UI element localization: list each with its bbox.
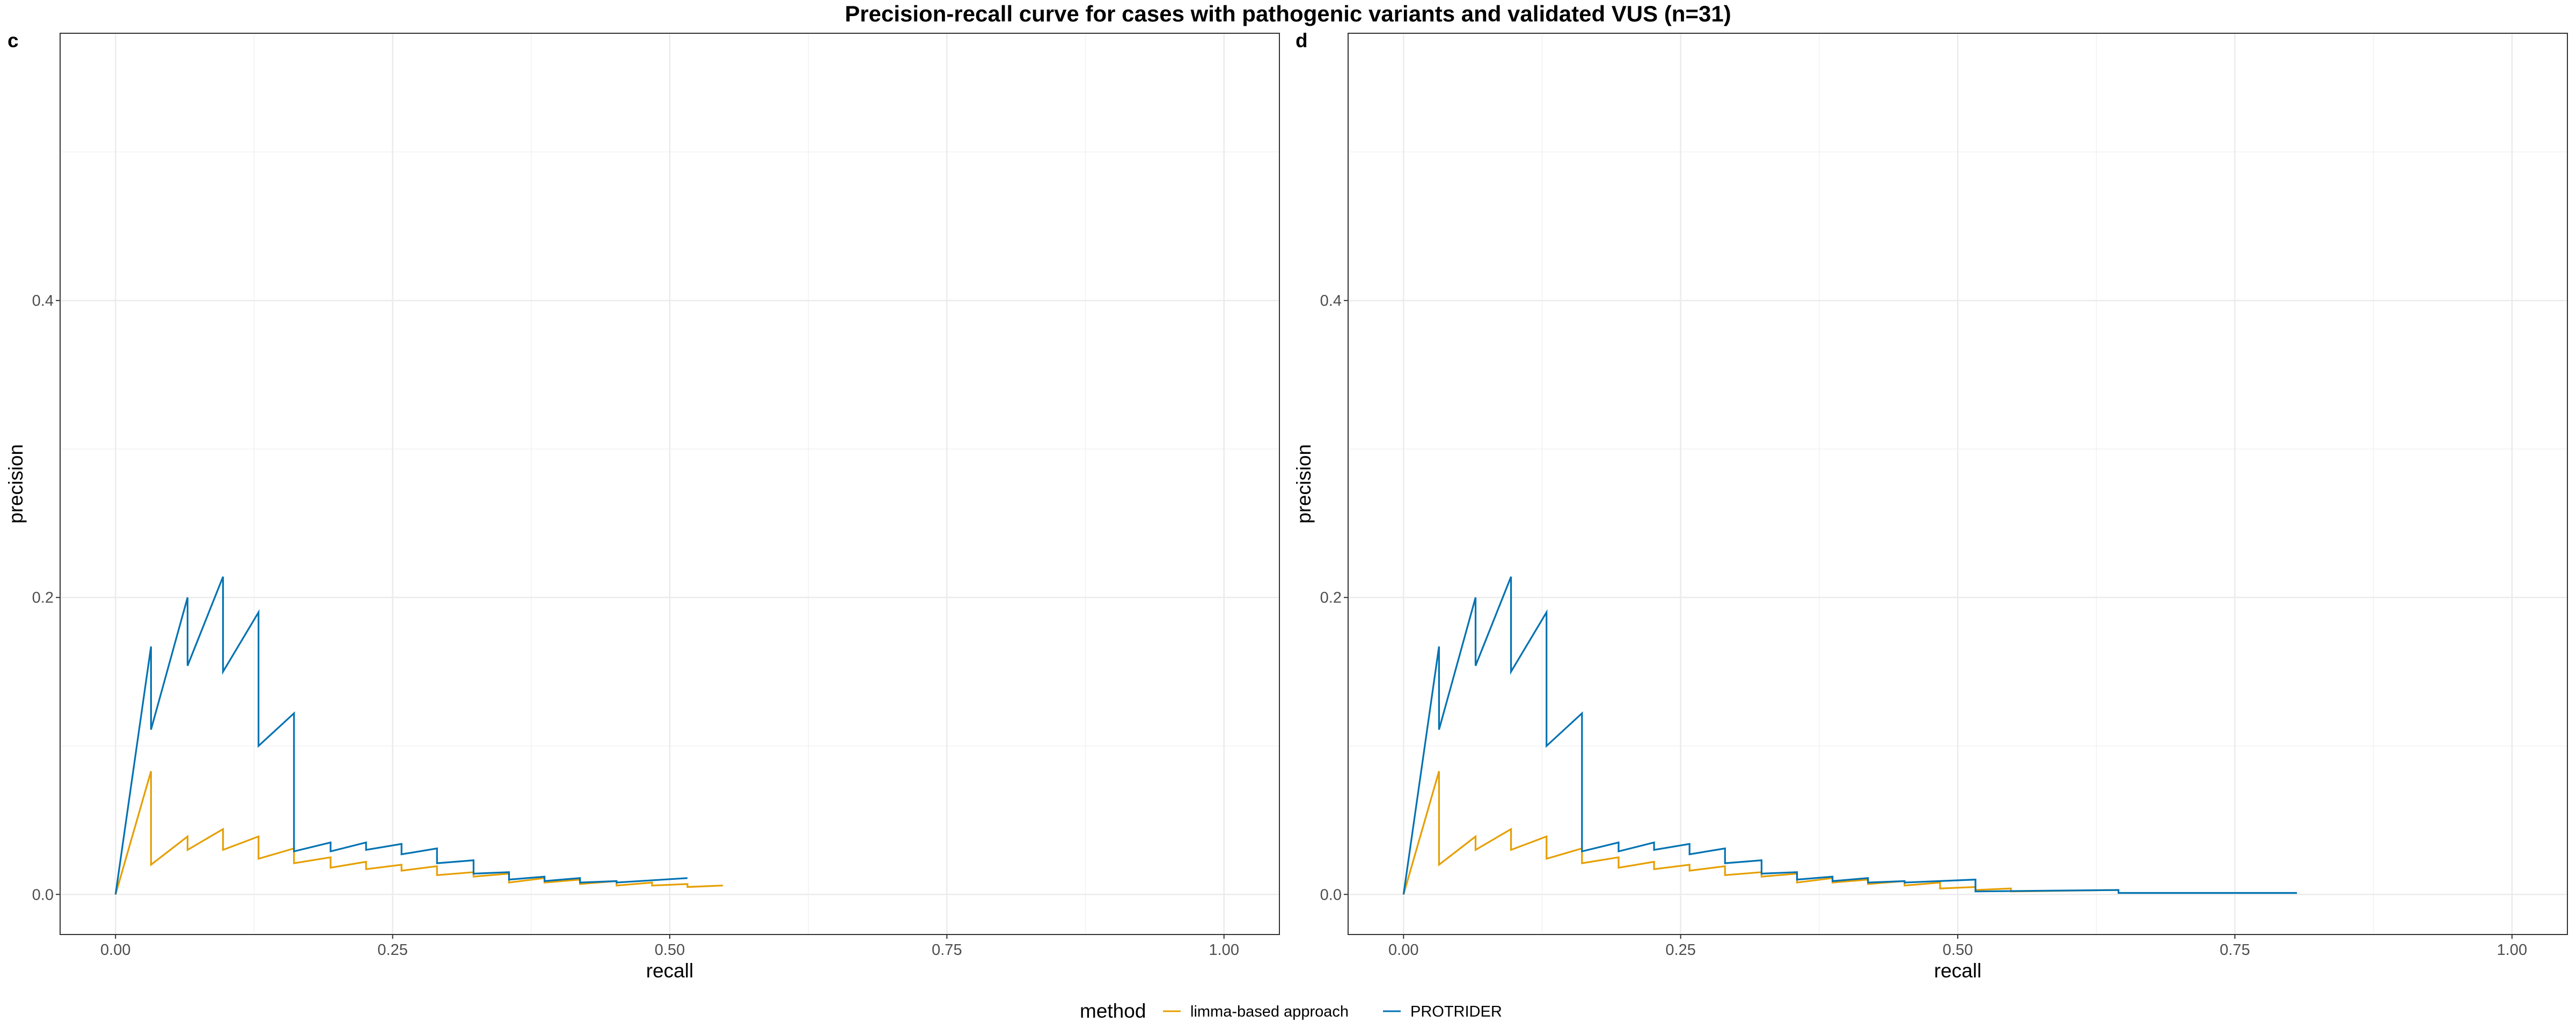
y-tick-label: 0.4 — [32, 292, 54, 310]
x-axis-title: recall — [1934, 960, 1981, 982]
panel-tag: c — [8, 30, 19, 52]
series-line-limma-based-approach — [1402, 771, 2119, 895]
legend-title: method — [1080, 1000, 1146, 1022]
x-tick-label: 0.50 — [1943, 941, 1973, 959]
x-tick-label: 1.00 — [2497, 941, 2527, 959]
y-tick-label: 0.0 — [32, 886, 54, 903]
series-line-protrider — [114, 576, 688, 895]
panel-c: 0.00 0.25 0.50 0.75 1.00 0.0 0.2 0.4 recall preci… — [5, 30, 1280, 982]
x-tick-label: 0.75 — [932, 941, 962, 959]
legend-label-protrider: PROTRIDER — [1410, 1003, 1502, 1020]
y-tick-label: 0.2 — [32, 590, 54, 607]
panels: 0.00 0.25 0.50 0.75 1.00 0.0 0.2 0.4 recall preci… — [5, 30, 2568, 982]
x-tick-label: 0.75 — [2220, 941, 2250, 959]
y-axis-title: precision — [5, 444, 27, 524]
y-axis-title: precision — [1293, 444, 1315, 524]
legend-label-limma: limma-based approach — [1190, 1003, 1349, 1020]
panel-tag: d — [1296, 30, 1308, 52]
x-tick-label: 0.25 — [1665, 941, 1695, 959]
legend: method limma-based approach PROTRIDER — [1080, 1000, 1502, 1022]
x-tick-label: 0.00 — [100, 941, 130, 959]
x-axis-title: recall — [646, 960, 693, 982]
x-tick-label: 1.00 — [1209, 941, 1239, 959]
x-tick-label: 0.50 — [655, 941, 685, 959]
y-tick-label: 0.2 — [1320, 590, 1342, 607]
y-tick-label: 0.0 — [1320, 886, 1342, 903]
panel-d: 0.00 0.25 0.50 0.75 1.00 0.0 0.2 0.4 recall preci… — [1293, 30, 2568, 982]
figure-title: Precision-recall curve for cases with pa… — [845, 1, 1731, 26]
y-tick-label: 0.4 — [1320, 292, 1342, 310]
x-tick-label: 0.00 — [1388, 941, 1418, 959]
x-tick-label: 0.25 — [377, 941, 407, 959]
series-line-protrider — [1402, 576, 2297, 895]
